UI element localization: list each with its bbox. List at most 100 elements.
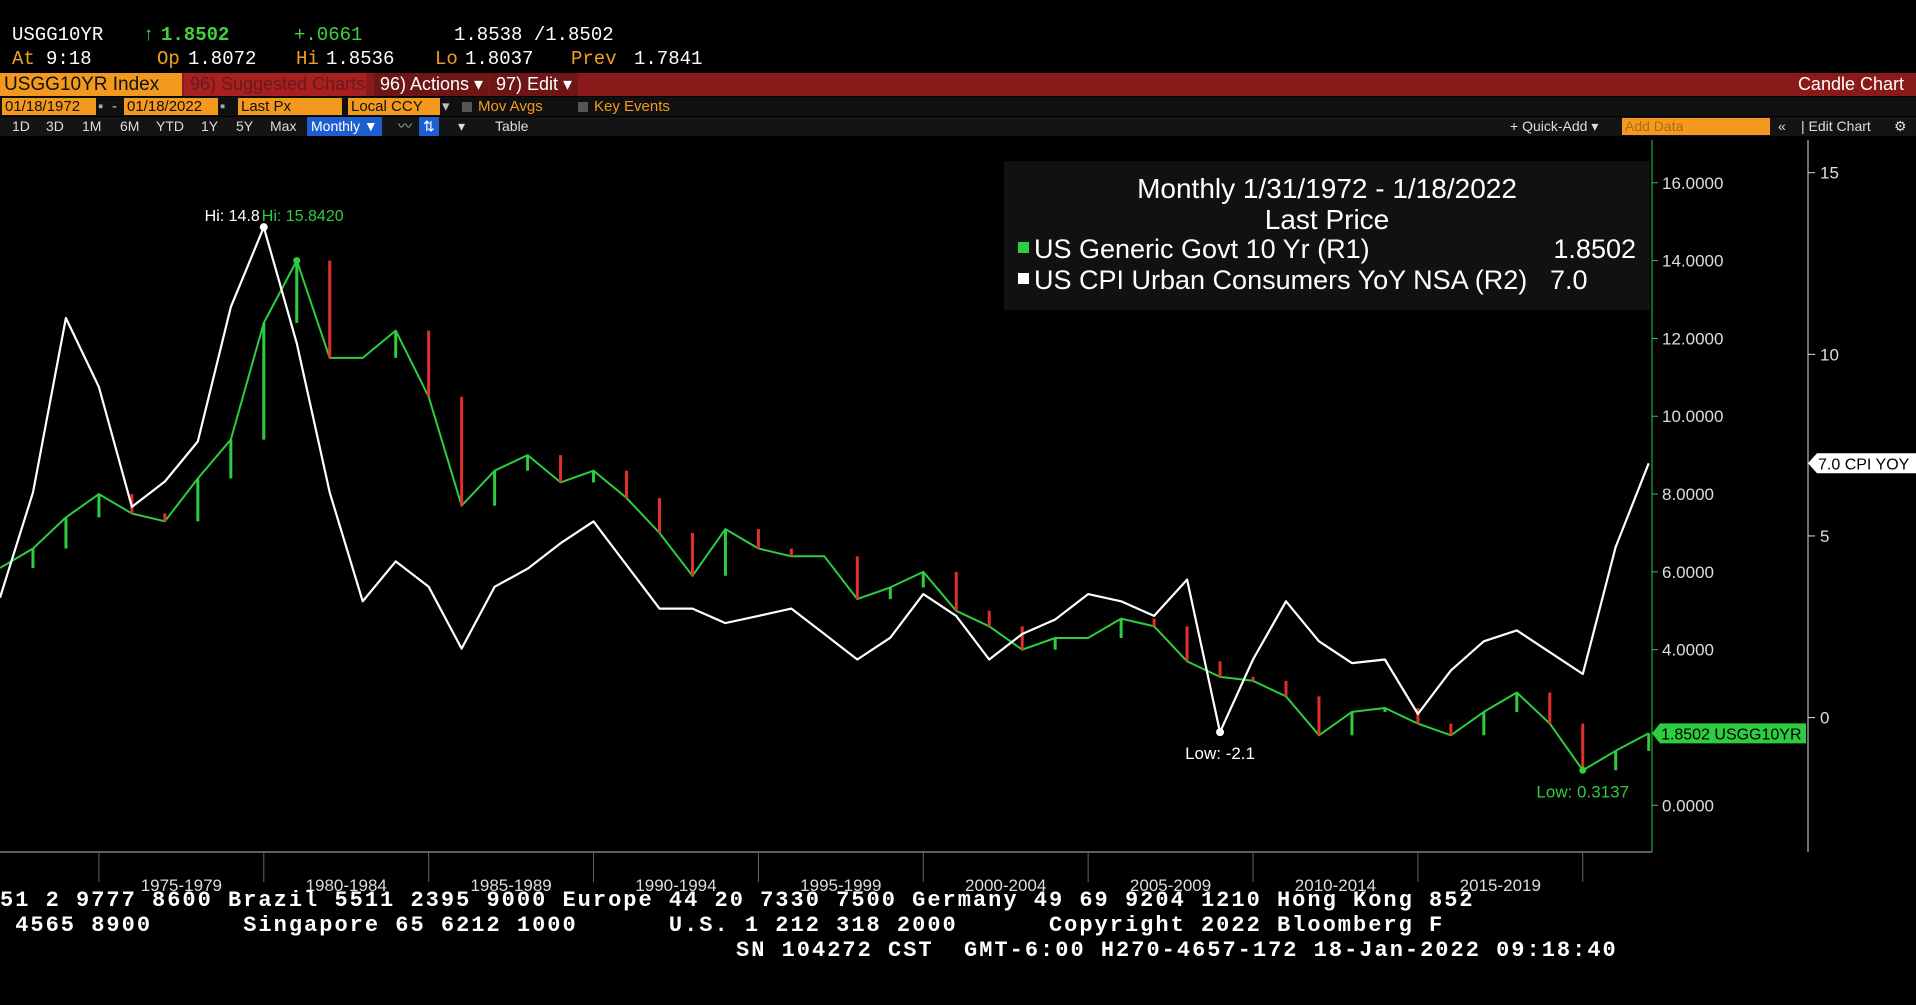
period-1d[interactable]: 1D: [12, 118, 30, 134]
y1-tick-label: 6.0000: [1662, 563, 1714, 582]
quote-low-label: Lo: [435, 48, 458, 70]
chevron-down-icon[interactable]: ▾: [458, 118, 466, 134]
footer-session-line: SN 104272 CST GMT-6:00 H270-4657-172 18-…: [736, 938, 1618, 963]
checkbox-icon[interactable]: [578, 102, 588, 113]
actions-menu[interactable]: 96) Actions ▾: [374, 73, 490, 96]
chart-axes: 1975-1979 1980-1984 1985-1989 1990-1994 1995…: [0, 140, 1839, 895]
period-bar: 1D 3D 1M 6M YTD 1Y 5Y Max Monthly ▼ 〰 ⇅ …: [0, 117, 1916, 136]
yield-series-line: [0, 259, 1650, 772]
yield-value-tag-text: 1.8502 USGG10YR: [1661, 726, 1802, 743]
key-events-toggle[interactable]: Key Events: [578, 97, 670, 116]
end-date-field[interactable]: 01/18/2022: [124, 98, 218, 115]
y2-tick-label: 0: [1820, 709, 1829, 728]
period-max[interactable]: Max: [270, 118, 297, 134]
function-toolbar: USGG10YR Index 96) Suggested Charts 96) …: [0, 73, 1916, 96]
cpi-low-label: Low: -2.1: [1185, 744, 1255, 763]
quote-last: 1.8502: [161, 24, 230, 46]
edit-chart-divider: |: [1801, 118, 1809, 134]
quote-header: USGG10YR ↑ 1.8502 +.0661 1.8538 /1.8502 …: [0, 0, 1916, 74]
cpi-value-tag-text: 7.0 CPI YOY: [1818, 456, 1910, 473]
y1-tick-label: 14.0000: [1662, 252, 1723, 271]
date-range-separator: -: [112, 98, 117, 115]
quote-low: 1.8037: [465, 48, 534, 70]
period-6m[interactable]: 6M: [120, 118, 140, 134]
x-tick-label: 1990-1994: [635, 876, 716, 895]
field-select[interactable]: Last Px: [238, 98, 342, 115]
legend-label-cpi: US CPI Urban Consumers YoY NSA (R2): [1034, 265, 1528, 295]
quote-high: 1.8536: [326, 48, 395, 70]
footer-contact-line2: 4565 8900 Singapore 65 6212 1000 U.S. 1 …: [0, 913, 1445, 938]
period-1m[interactable]: 1M: [82, 118, 102, 134]
currency-select[interactable]: Local CCY: [348, 98, 440, 115]
quote-open: 1.8072: [188, 48, 257, 70]
legend-label-yield: US Generic Govt 10 Yr (R1): [1034, 234, 1370, 264]
y2-tick-label: 5: [1820, 527, 1829, 546]
yield-value-tag: [1652, 723, 1806, 744]
chart-type-label: Candle Chart: [1797, 74, 1904, 94]
chart-options-bar: 01/18/1972 ▪ - 01/18/2022 ▪ Last Px Loca…: [0, 97, 1916, 116]
yield-low-label: Low: 0.3137: [1536, 782, 1629, 801]
frequency-select[interactable]: Monthly ▼: [307, 117, 382, 136]
x-tick-label: 2010-2014: [1295, 876, 1376, 895]
period-5y[interactable]: 5Y: [236, 118, 254, 134]
quote-bid-ask: 1.8538 /1.8502: [454, 24, 614, 46]
x-tick-label: 1995-1999: [800, 876, 881, 895]
yield-low-marker: [1579, 766, 1587, 774]
legend-subtitle: Last Price: [1264, 204, 1390, 235]
quote-prev-label: Prev: [571, 48, 617, 70]
y1-tick-label: 10.0000: [1662, 407, 1723, 426]
cpi-series-line: [0, 226, 1650, 734]
chart-style-icon[interactable]: ⇅: [419, 117, 439, 136]
settings-icon[interactable]: ⚙: [1894, 118, 1907, 134]
x-tick-label: 2005-2009: [1130, 876, 1211, 895]
security-field[interactable]: USGG10YR Index: [0, 73, 182, 96]
quote-high-label: Hi: [296, 48, 319, 70]
x-tick-label: 1980-1984: [306, 876, 387, 895]
table-button[interactable]: Table: [495, 118, 529, 134]
calendar-icon[interactable]: ▪: [220, 98, 226, 115]
legend-row-cpi[interactable]: US CPI Urban Consumers YoY NSA (R2): [1018, 265, 1527, 296]
quick-add-button[interactable]: + Quick-Add ▾: [1510, 118, 1599, 134]
legend-title: Monthly 1/31/1972 - 1/18/2022: [1137, 173, 1517, 204]
line-style-icon[interactable]: 〰: [398, 118, 412, 134]
calendar-icon[interactable]: ▪: [98, 98, 104, 115]
edit-chart-button[interactable]: | Edit Chart: [1801, 117, 1871, 136]
period-3d[interactable]: 3D: [46, 118, 64, 134]
quote-open-label: Op: [157, 48, 180, 70]
y1-tick-label: 4.0000: [1662, 641, 1714, 660]
quote-at-time: 9:18: [46, 48, 92, 70]
cpi-high-label: Hi: 14.8: [205, 208, 260, 225]
y2-tick-label: 15: [1820, 164, 1839, 183]
period-ytd[interactable]: YTD: [156, 118, 184, 134]
quote-prev: 1.7841: [634, 48, 703, 70]
period-1y[interactable]: 1Y: [201, 118, 219, 134]
checkbox-icon[interactable]: [462, 102, 472, 113]
legend-value-yield: 1.8502: [1553, 234, 1636, 264]
y1-tick-label: 12.0000: [1662, 329, 1723, 348]
legend-value-cpi: 7.0: [1550, 265, 1588, 295]
edit-menu[interactable]: 97) Edit ▾: [490, 73, 579, 96]
legend-swatch: [1018, 273, 1029, 285]
yield-high-label: Hi: 15.8420: [262, 208, 344, 225]
y1-tick-label: 0.0000: [1662, 796, 1714, 815]
cpi-value-tag: [1808, 453, 1916, 474]
suggested-charts-button[interactable]: 96) Suggested Charts: [184, 73, 366, 96]
start-date-field[interactable]: 01/18/1972: [2, 98, 96, 115]
y1-tick-label: 16.0000: [1662, 174, 1723, 193]
y1-tick-label: 8.0000: [1662, 485, 1714, 504]
mov-avgs-toggle[interactable]: Mov Avgs: [462, 97, 543, 116]
chart-legend[interactable]: Monthly 1/31/1972 - 1/18/2022 Last Price…: [1004, 161, 1650, 310]
chevron-down-icon[interactable]: ▾: [442, 98, 450, 115]
add-data-input[interactable]: Add Data: [1622, 118, 1770, 135]
quote-ticker: USGG10YR: [12, 24, 104, 46]
x-tick-label: 1975-1979: [141, 876, 222, 895]
x-tick-label: 2015-2019: [1460, 876, 1541, 895]
quote-change: +.0661: [294, 24, 363, 46]
legend-row-yield[interactable]: US Generic Govt 10 Yr (R1): [1018, 234, 1370, 265]
quote-up-arrow-icon: ↑: [143, 24, 155, 46]
collapse-icon[interactable]: «: [1778, 118, 1786, 134]
y2-tick-label: 10: [1820, 345, 1839, 364]
edit-chart-label: Edit Chart: [1808, 118, 1871, 134]
x-tick-label: 1985-1989: [470, 876, 551, 895]
